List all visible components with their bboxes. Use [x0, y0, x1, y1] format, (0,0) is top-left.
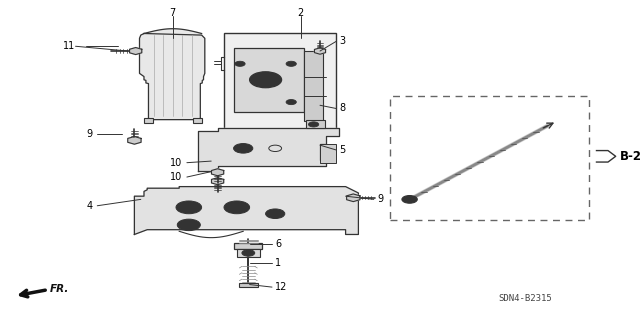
Text: 6: 6 [275, 239, 282, 249]
Bar [224, 33, 336, 131]
Text: SDN4-B2315: SDN4-B2315 [498, 294, 552, 303]
Bar [306, 120, 325, 128]
Circle shape [176, 201, 202, 214]
Circle shape [258, 76, 273, 84]
Text: 11: 11 [63, 41, 76, 51]
Circle shape [177, 219, 200, 231]
Circle shape [235, 61, 245, 66]
Polygon shape [129, 48, 142, 55]
Text: 10: 10 [170, 158, 182, 168]
Circle shape [230, 204, 243, 211]
Text: 10: 10 [170, 172, 182, 182]
Text: 2: 2 [298, 8, 304, 18]
Text: 3: 3 [339, 36, 346, 47]
Text: 9: 9 [86, 129, 93, 139]
Circle shape [270, 211, 280, 216]
Text: 8: 8 [339, 103, 346, 114]
Text: 1: 1 [275, 258, 282, 268]
Bar [193, 118, 202, 123]
Polygon shape [198, 128, 339, 171]
Circle shape [224, 201, 250, 214]
Bar [144, 118, 153, 123]
Circle shape [266, 209, 285, 219]
Bar [320, 144, 336, 163]
Circle shape [242, 250, 255, 256]
Circle shape [234, 144, 253, 153]
Circle shape [402, 196, 417, 203]
Circle shape [183, 222, 195, 228]
Polygon shape [128, 137, 141, 144]
Bar [304, 51, 323, 121]
Bar [390, 96, 589, 220]
Circle shape [250, 72, 282, 88]
Polygon shape [211, 169, 224, 176]
Polygon shape [134, 187, 358, 234]
Bar [234, 48, 304, 112]
Polygon shape [211, 178, 224, 185]
Circle shape [286, 100, 296, 105]
Polygon shape [596, 151, 616, 162]
Circle shape [286, 61, 296, 66]
Text: 7: 7 [170, 8, 176, 18]
Text: 4: 4 [86, 201, 93, 211]
Bar [239, 283, 258, 287]
Bar [234, 243, 262, 249]
Circle shape [308, 122, 319, 127]
Polygon shape [140, 33, 205, 120]
Text: 12: 12 [275, 282, 287, 292]
Text: B-23: B-23 [620, 150, 640, 163]
Text: FR.: FR. [50, 284, 69, 294]
Text: 9: 9 [378, 194, 384, 204]
Polygon shape [314, 48, 326, 54]
Circle shape [182, 204, 195, 211]
Bar [237, 249, 260, 257]
Polygon shape [347, 194, 360, 202]
Text: 5: 5 [339, 145, 346, 155]
